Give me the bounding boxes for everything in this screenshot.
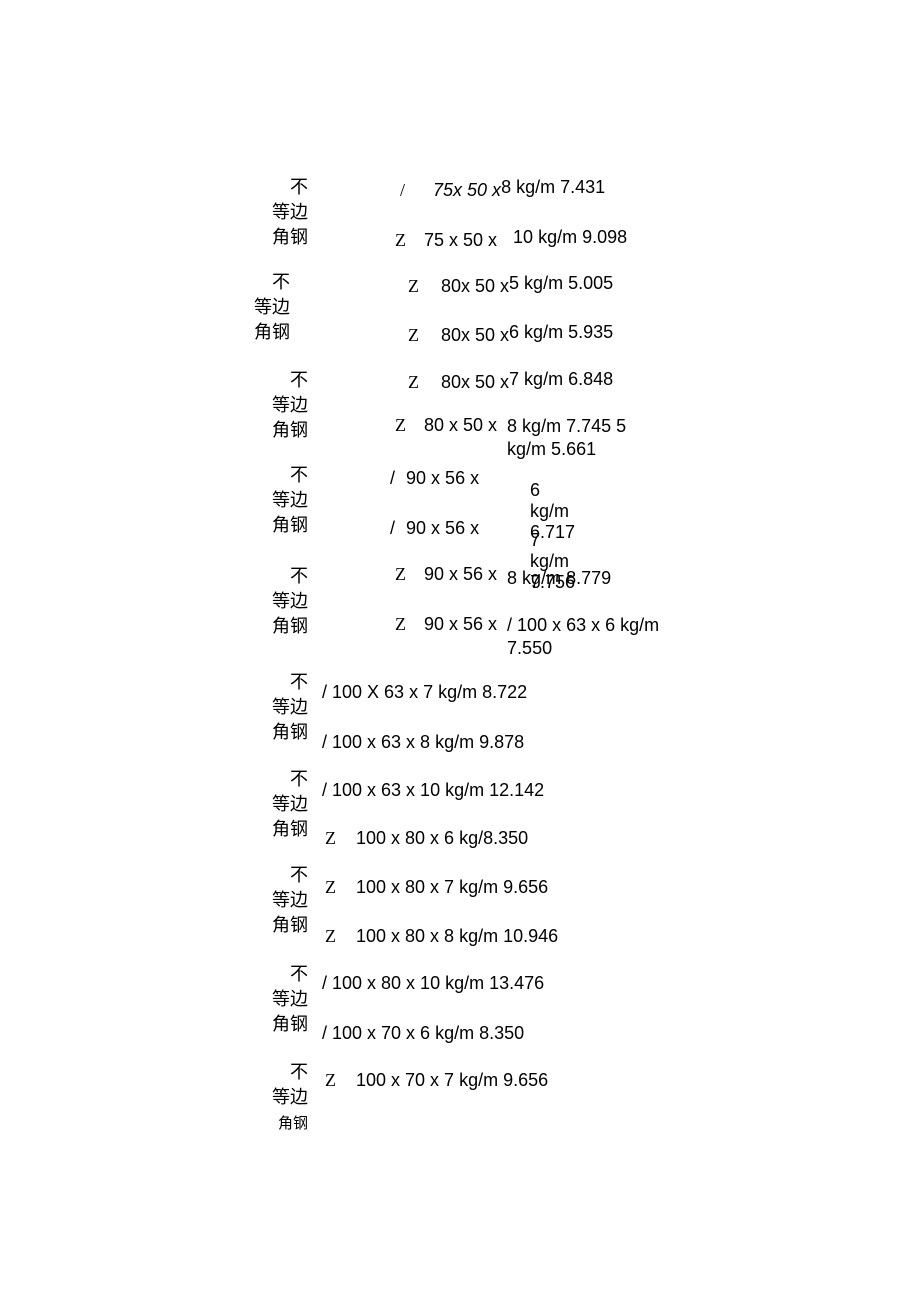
dimensions: 90 x 56 x <box>406 468 479 489</box>
spec-full: / 100 x 80 x 10 kg/m 13.476 <box>322 973 544 994</box>
prefix-z: Z <box>395 415 406 436</box>
steel-type-label: 不等边角钢 <box>248 175 308 251</box>
weight-value: / 100 x 63 x 6 kg/m 7.550 <box>507 614 667 661</box>
prefix-z: Z <box>395 230 406 251</box>
dimensions: 75x 50 x <box>433 180 501 201</box>
prefix-z: Z <box>408 372 419 393</box>
weight-value: 8 kg/m 7.431 <box>501 177 605 198</box>
steel-type-label: 不等边角钢 <box>248 564 308 640</box>
weight-value: 6 kg/m 5.935 <box>509 322 613 343</box>
spec-row: / 90 x 56 x6 kg/m 6.717 <box>390 468 479 489</box>
prefix-slash: / <box>390 518 395 539</box>
steel-type-label: 不等边角钢 <box>248 962 308 1038</box>
spec-row: / 90 x 56 x7 kg/m 7.756 <box>390 518 479 539</box>
dimensions: 90 x 56 x <box>424 564 497 585</box>
prefix-z: Z <box>325 926 336 947</box>
spec-full: / 100 x 63 x 10 kg/m 12.142 <box>322 780 544 801</box>
steel-type-label: 不等边角钢 <box>248 670 308 746</box>
dimensions: 90 x 56 x <box>406 518 479 539</box>
spec-row: Z 100 x 80 x 8 kg/m 10.946 <box>325 926 558 947</box>
spec-full: 100 x 80 x 6 kg/8.350 <box>356 828 528 849</box>
spec-row: Z 100 x 80 x 6 kg/8.350 <box>325 828 528 849</box>
spec-row: Z 80x 50 x7 kg/m 6.848 <box>408 369 613 393</box>
spec-full: 100 x 80 x 8 kg/m 10.946 <box>356 926 558 947</box>
steel-type-label: 不等边角钢 <box>248 368 308 444</box>
prefix-z: Z <box>408 276 419 297</box>
spec-row: Z90 x 56 x8 kg/m 8.779 <box>395 564 611 585</box>
dimensions: 80 x 50 x <box>424 415 497 436</box>
steel-type-label: 不等边角钢 <box>230 270 290 346</box>
spec-full: / 100 X 63 x 7 kg/m 8.722 <box>322 682 527 703</box>
weight-value: 8 kg/m 7.745 5 kg/m 5.661 <box>507 415 667 462</box>
steel-type-label: 不等边角钢 <box>248 863 308 939</box>
spec-full: / 100 x 70 x 6 kg/m 8.350 <box>322 1023 524 1044</box>
spec-row: Z 100 x 80 x 7 kg/m 9.656 <box>325 877 548 898</box>
steel-type-label: 不等边角钢 <box>248 463 308 539</box>
prefix-z: Z <box>408 325 419 346</box>
prefix-z: Z <box>395 564 406 585</box>
spec-row: / 100 x 63 x 10 kg/m 12.142 <box>322 780 544 801</box>
prefix-z: Z <box>325 877 336 898</box>
spec-row: / 100 x 63 x 8 kg/m 9.878 <box>322 732 524 753</box>
spec-full: 100 x 80 x 7 kg/m 9.656 <box>356 877 548 898</box>
prefix-z: Z <box>325 828 336 849</box>
spec-row: Z 80x 50 x6 kg/m 5.935 <box>408 322 613 346</box>
dimensions: 80x 50 x <box>441 276 509 297</box>
spec-row: Z 80x 50 x5 kg/m 5.005 <box>408 273 613 297</box>
spec-row: Z 90 x 56 x / 100 x 63 x 6 kg/m 7.550 <box>395 614 667 661</box>
prefix-z: Z <box>395 614 406 635</box>
prefix-z: / <box>400 180 405 201</box>
weight-value: 8 kg/m 8.779 <box>507 568 611 589</box>
dimensions: 80x 50 x <box>441 372 509 393</box>
spec-row: / 100 x 70 x 6 kg/m 8.350 <box>322 1023 524 1044</box>
weight-value: 5 kg/m 5.005 <box>509 273 613 294</box>
dimensions: 80x 50 x <box>441 325 509 346</box>
spec-row: Z 80 x 50 x 8 kg/m 7.745 5 kg/m 5.661 <box>395 415 667 462</box>
weight-value: 7 kg/m 6.848 <box>509 369 613 390</box>
steel-type-label: 不等边角钢 <box>248 1060 308 1136</box>
steel-type-label: 不等边角钢 <box>248 767 308 843</box>
spec-row: / 100 x 80 x 10 kg/m 13.476 <box>322 973 544 994</box>
spec-row: Z 100 x 70 x 7 kg/m 9.656 <box>325 1070 548 1091</box>
dimensions: 90 x 56 x <box>424 614 497 635</box>
spec-row: / 100 X 63 x 7 kg/m 8.722 <box>322 682 527 703</box>
dimensions: 75 x 50 x <box>424 230 497 251</box>
spec-row: / 75x 50 x8 kg/m 7.431 <box>400 177 605 201</box>
prefix-slash: / <box>390 468 395 489</box>
spec-row: Z 75 x 50 x 10 kg/m 9.098 <box>395 227 627 251</box>
spec-full: / 100 x 63 x 8 kg/m 9.878 <box>322 732 524 753</box>
spec-full: 100 x 70 x 7 kg/m 9.656 <box>356 1070 548 1091</box>
weight-value: 10 kg/m 9.098 <box>513 227 627 248</box>
prefix-z: Z <box>325 1070 336 1091</box>
